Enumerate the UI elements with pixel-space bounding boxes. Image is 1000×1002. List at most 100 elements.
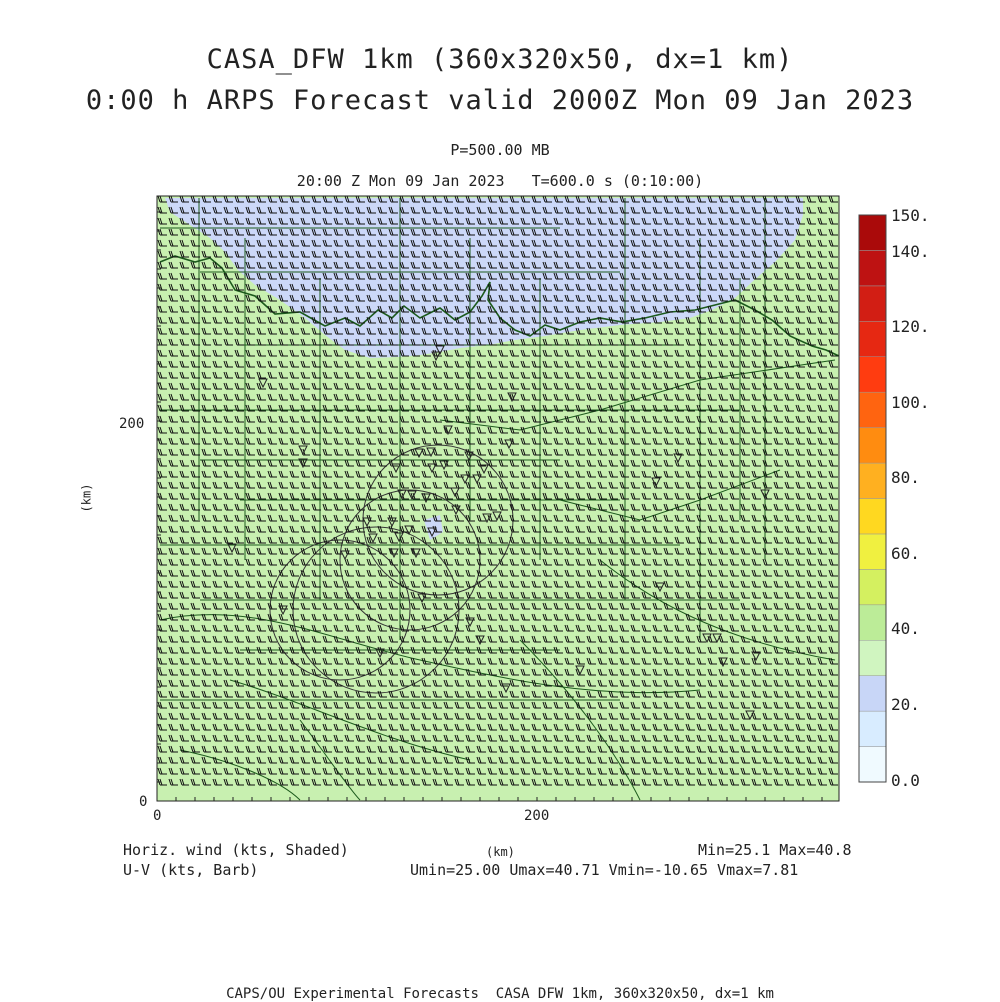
wind-barb: [256, 745, 266, 753]
wind-barb: [410, 250, 420, 258]
wind-barb: [157, 459, 167, 467]
wind-barb: [388, 338, 398, 346]
wind-barb: [828, 602, 838, 610]
wind-barb: [432, 327, 442, 335]
wind-barb: [828, 635, 838, 643]
wind-barb: [223, 734, 233, 742]
wind-barb: [190, 701, 200, 709]
wind-barb: [652, 195, 662, 203]
wind-barb: [256, 459, 266, 467]
wind-barb: [256, 767, 266, 775]
wind-barb: [663, 767, 673, 775]
wind-barb: [399, 426, 409, 434]
wind-barb: [432, 646, 442, 654]
wind-barb: [322, 470, 332, 478]
wind-barb: [355, 767, 365, 775]
wind-barb: [773, 415, 783, 423]
wind-barb: [443, 206, 453, 214]
wind-barb: [311, 305, 321, 313]
wind-barb: [520, 690, 530, 698]
wind-barb: [795, 349, 805, 357]
wind-barb: [388, 349, 398, 357]
wind-barb: [278, 613, 288, 621]
wind-barb: [608, 657, 618, 665]
wind-barb: [366, 437, 376, 445]
wind-barb: [311, 723, 321, 731]
wind-barb: [564, 481, 574, 489]
wind-barb: [245, 580, 255, 588]
wind-barb: [443, 525, 453, 533]
wind-barb: [300, 327, 310, 335]
wind-barb: [399, 448, 409, 456]
wind-barb: [311, 239, 321, 247]
wind-barb: [157, 349, 167, 357]
wind-barb: [729, 415, 739, 423]
wind-barb: [740, 305, 750, 313]
wind-barb: [498, 360, 508, 368]
wind-barb: [300, 415, 310, 423]
wind-barb: [784, 701, 794, 709]
wind-barb: [542, 228, 552, 236]
wind-barb: [388, 701, 398, 709]
wind-barb: [443, 679, 453, 687]
wind-barb: [289, 745, 299, 753]
wind-barb: [575, 426, 585, 434]
wind-barb: [531, 558, 541, 566]
wind-barb: [586, 250, 596, 258]
wind-barb: [619, 437, 629, 445]
wind-barb: [619, 349, 629, 357]
wind-barb: [575, 305, 585, 313]
wind-barb: [245, 525, 255, 533]
wind-barb: [388, 668, 398, 676]
wind-barb: [212, 723, 222, 731]
wind-barb: [740, 492, 750, 500]
wind-barb: [432, 437, 442, 445]
wind-barb: [344, 459, 354, 467]
wind-barb: [707, 679, 717, 687]
wind-barb: [729, 228, 739, 236]
wind-barb: [168, 635, 178, 643]
wind-barb: [366, 206, 376, 214]
wind-barb: [421, 261, 431, 269]
wind-barb: [641, 448, 651, 456]
wind-barb: [806, 327, 816, 335]
wind-barb: [608, 404, 618, 412]
wind-barb: [674, 580, 684, 588]
wind-barb: [597, 228, 607, 236]
county-line-curve: [179, 749, 301, 801]
wind-barb: [421, 437, 431, 445]
wind-barb: [223, 305, 233, 313]
wind-barb: [762, 415, 772, 423]
wind-barb: [278, 349, 288, 357]
wind-barb: [344, 239, 354, 247]
wind-barb: [190, 503, 200, 511]
wind-barb: [234, 503, 244, 511]
wind-barb: [575, 536, 585, 544]
legend-label: 20.: [891, 695, 920, 714]
wind-barb: [608, 624, 618, 632]
wind-barb: [212, 371, 222, 379]
wind-barb: [465, 327, 475, 335]
wind-barb: [322, 679, 332, 687]
wind-barb: [773, 228, 783, 236]
wind-barb: [234, 327, 244, 335]
wind-barb: [278, 756, 288, 764]
wind-barb: [377, 514, 387, 522]
wind-barb: [531, 459, 541, 467]
wind-barb: [685, 371, 695, 379]
wind-barb: [245, 195, 255, 203]
wind-barb: [256, 426, 266, 434]
wind-barb: [432, 580, 442, 588]
wind-barb: [707, 690, 717, 698]
wind-barb: [641, 459, 651, 467]
wind-barb: [718, 327, 728, 335]
wind-barb: [531, 745, 541, 753]
wind-barb: [476, 437, 486, 445]
wind-barb: [245, 723, 255, 731]
wind-barb: [751, 360, 761, 368]
wind-barb: [729, 360, 739, 368]
wind-barb: [586, 668, 596, 676]
wind-barb: [531, 503, 541, 511]
wind-barb: [784, 448, 794, 456]
wind-barb: [674, 437, 684, 445]
